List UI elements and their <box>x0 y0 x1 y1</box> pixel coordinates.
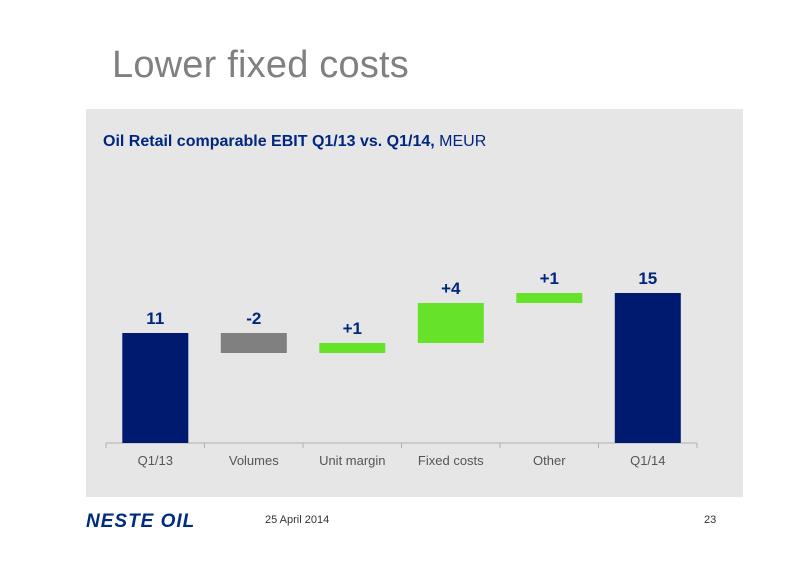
chart-title-main: Oil Retail comparable EBIT Q1/13 vs. Q1/… <box>103 133 435 150</box>
page-number: 23 <box>704 514 717 526</box>
chart-title-unit: MEUR <box>434 133 487 150</box>
data-label: +1 <box>540 269 559 288</box>
data-label: 11 <box>146 309 164 328</box>
slide-title: Lower fixed costs <box>112 44 409 86</box>
bar-other <box>516 293 583 303</box>
category-label: Q1/13 <box>138 453 173 468</box>
bar-q1-14 <box>614 293 681 443</box>
category-label: Fixed costs <box>418 453 484 468</box>
neste-oil-logo: NESTE OIL <box>86 511 226 536</box>
bar-q1-13 <box>122 333 189 443</box>
footer-date: 25 April 2014 <box>265 514 330 526</box>
data-label: +4 <box>441 279 461 298</box>
category-label: Q1/14 <box>630 453 665 468</box>
data-label: +1 <box>343 319 362 338</box>
data-label: -2 <box>246 309 261 328</box>
bar-fixed-costs <box>417 303 484 343</box>
svg-text:NESTE OIL: NESTE OIL <box>86 511 195 531</box>
category-label: Unit margin <box>319 453 385 468</box>
category-label: Other <box>533 453 566 468</box>
category-label: Volumes <box>229 453 279 468</box>
data-label: 15 <box>638 269 657 288</box>
bar-unit-margin <box>319 343 386 353</box>
chart-title: Oil Retail comparable EBIT Q1/13 vs. Q1/… <box>103 133 486 151</box>
waterfall-chart: 11 Q1/13 -2 Volumes +1 Unit margin +4 Fixed cos… <box>105 269 698 468</box>
bar-volumes <box>220 333 287 353</box>
